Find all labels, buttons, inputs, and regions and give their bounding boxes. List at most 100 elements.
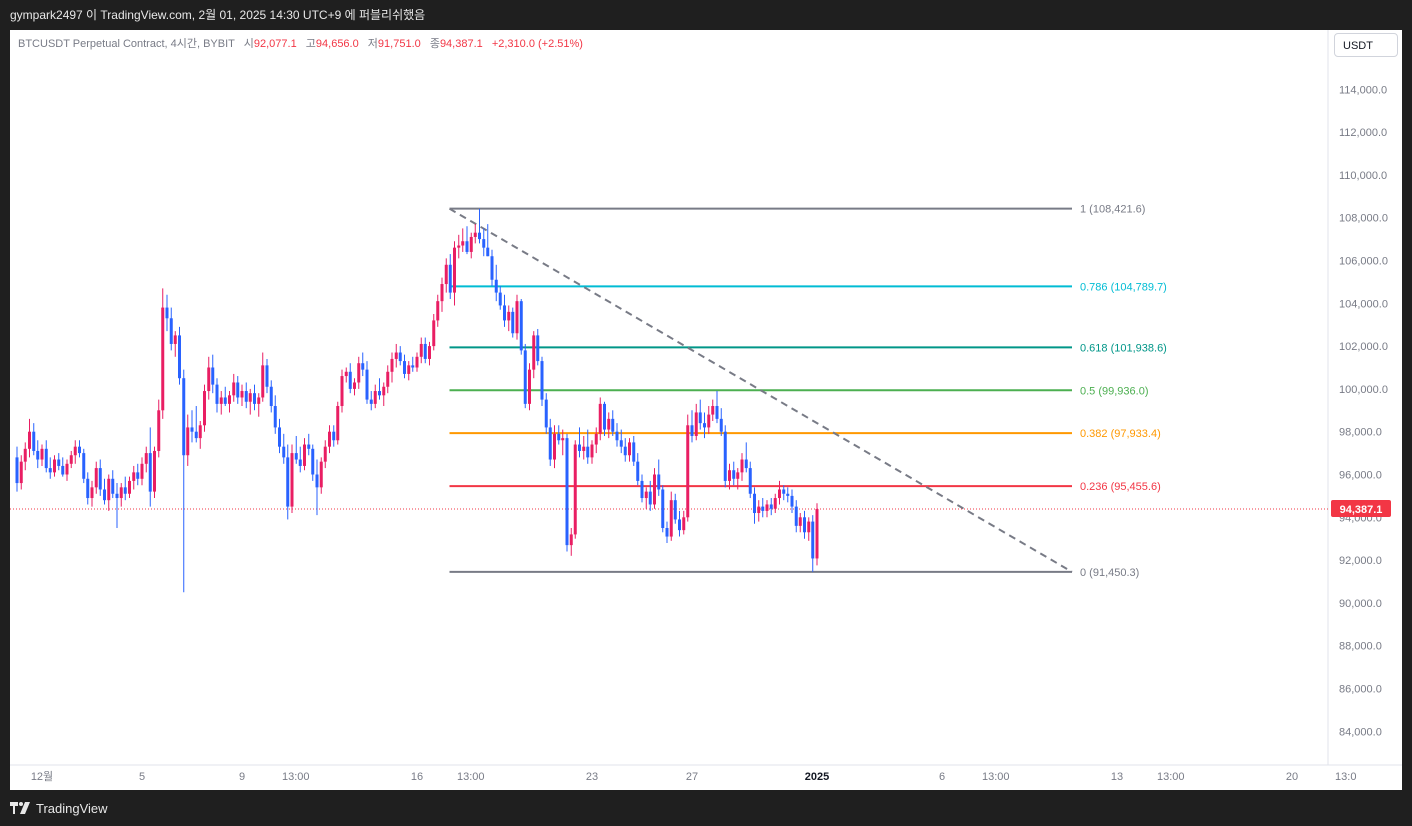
y-tick-label: 98,000.0 [1339, 427, 1382, 439]
candle-body [640, 480, 644, 499]
candle-body [328, 431, 331, 447]
y-tick-label: 110,000.0 [1339, 170, 1387, 182]
candle-body [273, 406, 277, 428]
candle-body [561, 438, 565, 441]
candle-body [419, 343, 423, 357]
candle-body [103, 489, 106, 501]
fib-level-label: 0.382 (97,933.4) [1080, 428, 1161, 440]
candle-body [548, 427, 552, 460]
y-tick-label: 112,000.0 [1339, 127, 1387, 139]
candle-body [569, 534, 573, 546]
candle-body [690, 425, 694, 436]
candle-body [365, 369, 369, 400]
candle-body [48, 468, 52, 473]
candle-body [82, 453, 86, 479]
candle-body [219, 397, 223, 404]
fib-level-label: 0.786 (104,789.7) [1080, 281, 1167, 293]
candle-body [378, 391, 381, 396]
candle-body [423, 343, 427, 359]
candle-body [265, 365, 269, 387]
candle-body [90, 487, 94, 499]
footer-brand[interactable]: TradingView [10, 797, 108, 819]
candle-body [223, 397, 227, 404]
candle-body [490, 256, 494, 280]
symbol-name[interactable]: BTCUSDT Perpetual Contract, 4시간, BYBIT [18, 38, 235, 50]
candle-body [244, 391, 248, 402]
y-tick-label: 100,000.0 [1339, 384, 1388, 396]
candle-body [528, 369, 531, 404]
candle-body [607, 418, 611, 430]
candle-body [323, 446, 327, 462]
candle-body [203, 391, 206, 426]
candle-body [694, 412, 698, 436]
candle-body [586, 446, 590, 458]
candle-body [478, 232, 481, 240]
candle-body [32, 431, 36, 451]
candle-body [144, 453, 148, 464]
candle-body [461, 241, 465, 246]
candle-body [736, 472, 740, 479]
x-tick-label: 6 [939, 771, 945, 783]
open-label: 시 [243, 38, 254, 50]
candle-body [290, 453, 294, 507]
candle-body [573, 444, 577, 535]
candle-body [40, 448, 44, 460]
fib-level-label: 0.236 (95,455.6) [1080, 481, 1161, 493]
candle-body [611, 418, 615, 432]
chart-panel[interactable] [10, 30, 1402, 790]
candle-body [782, 489, 786, 494]
candle-body [598, 403, 602, 434]
tradingview-logo-icon [10, 802, 30, 814]
candle-body [803, 517, 806, 533]
candle-body [744, 459, 748, 469]
candle-body [394, 352, 398, 359]
candle-body [140, 463, 144, 479]
candle-body [673, 500, 677, 520]
candle-body [78, 446, 81, 454]
candle-body [136, 472, 140, 479]
y-tick-label: 106,000.0 [1339, 256, 1388, 268]
candle-body [348, 371, 352, 389]
high-label: 고 [305, 38, 316, 50]
x-tick-label: 2025 [805, 771, 829, 783]
candle-body [53, 459, 56, 473]
candle-body [515, 301, 519, 334]
candle-body [153, 450, 156, 492]
candle-body [403, 361, 406, 374]
candle-body [382, 386, 386, 396]
fib-level-label: 0.618 (101,938.6) [1080, 342, 1167, 354]
candle-body [61, 465, 65, 475]
candle-body [173, 335, 177, 344]
candle-body [236, 382, 240, 398]
currency-unit-button[interactable]: USDT [1334, 33, 1398, 57]
candle-body [594, 433, 598, 445]
candle-body [536, 335, 540, 362]
candle-body [415, 356, 419, 368]
candle-body [657, 474, 661, 490]
candle-body [428, 346, 431, 359]
candle-body [398, 352, 402, 362]
candle-body [778, 489, 781, 499]
candle-body [636, 461, 640, 481]
candle-body [253, 393, 256, 404]
fib-level-label: 0 (91,450.3) [1080, 567, 1139, 579]
candle-body [619, 440, 623, 447]
candle-body [644, 491, 648, 499]
candle-body [182, 378, 186, 456]
candle-body [257, 397, 261, 404]
candle-body [128, 480, 131, 494]
candle-body [457, 245, 461, 248]
candle-body [632, 442, 636, 462]
candle-body [98, 468, 102, 490]
candle-body [628, 442, 631, 456]
candle-body [790, 495, 794, 507]
candle-body [769, 504, 773, 509]
candle-body [194, 431, 198, 439]
candle-body [432, 320, 436, 347]
candle-body [661, 489, 665, 528]
candle-body [748, 468, 752, 494]
candle-body [165, 307, 169, 319]
candle-body [232, 382, 236, 396]
candle-body [215, 384, 219, 404]
